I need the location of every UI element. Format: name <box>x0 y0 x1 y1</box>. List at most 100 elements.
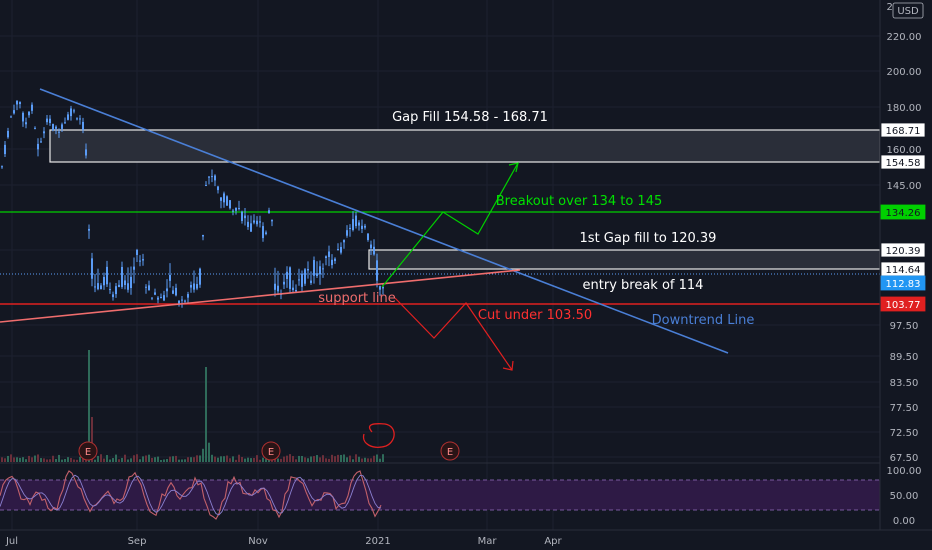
candle-body <box>103 276 105 286</box>
volume-bar <box>283 456 285 462</box>
candle-body <box>196 284 198 289</box>
candle-body <box>4 144 6 155</box>
volume-bar <box>94 459 96 462</box>
volume-bar <box>250 458 252 462</box>
candle-body <box>100 285 102 290</box>
volume-bar <box>115 454 117 462</box>
time-label-mar: Mar <box>478 536 498 547</box>
candle-body <box>310 280 312 283</box>
price-tag: 112.83 <box>880 275 926 291</box>
volume-bar <box>154 457 156 462</box>
candle-body <box>55 126 57 129</box>
candle-body <box>307 268 309 271</box>
price-candles <box>1 100 384 308</box>
volume-bar <box>67 457 69 462</box>
volume-bar <box>358 456 360 462</box>
volume-bar <box>376 454 378 462</box>
volume-bar <box>220 456 222 462</box>
candle-body <box>112 294 114 298</box>
candle-body <box>274 283 276 290</box>
volume-bar <box>133 455 135 462</box>
volume-bar <box>97 455 99 462</box>
earnings-marker-1[interactable]: E <box>78 441 98 461</box>
candle-body <box>136 249 138 255</box>
annotation-breakout: Breakout over 134 to 145 <box>496 194 663 209</box>
volume-bar <box>55 458 57 462</box>
price-axis-tick-label: 77.50 <box>890 403 919 414</box>
currency-button[interactable]: USD <box>892 2 924 19</box>
candle-body <box>202 234 204 237</box>
grid <box>0 0 880 530</box>
candle-body <box>364 225 366 228</box>
volume-bar <box>367 458 369 462</box>
time-label-nov: Nov <box>248 536 268 547</box>
candle-body <box>283 281 285 285</box>
volume-bar <box>121 457 123 462</box>
candle-body <box>142 259 144 261</box>
downtrend-line[interactable] <box>39 88 729 354</box>
candle-body <box>181 299 183 301</box>
candle-body <box>19 102 21 105</box>
price-tag-label: 112.83 <box>886 279 921 290</box>
volume-bar <box>28 455 30 462</box>
candle-body <box>115 286 117 295</box>
earnings-marker-label: E <box>447 447 453 458</box>
candle-body <box>361 225 363 229</box>
volume-bar <box>256 455 258 462</box>
volume-bar <box>355 454 357 462</box>
volume-bar <box>235 459 237 462</box>
candle-body <box>187 294 189 298</box>
candle-body <box>379 286 381 290</box>
candle-body <box>304 269 306 284</box>
price-axis-tick-label: 160.00 <box>887 145 922 156</box>
volume-bar <box>52 455 54 462</box>
breakout-projection-path[interactable] <box>381 162 519 288</box>
volume-bar <box>199 455 201 462</box>
currency-label: USD <box>897 6 919 17</box>
volume-bar <box>289 454 291 462</box>
volume-bar <box>232 456 234 462</box>
volume-bar <box>103 458 105 462</box>
candle-body <box>232 210 234 212</box>
candle-body <box>172 290 174 294</box>
earnings-marker-3[interactable]: E <box>440 441 460 461</box>
volume-bar <box>43 458 45 462</box>
candle-body <box>262 226 264 239</box>
volume-bar <box>136 454 138 462</box>
candle-body <box>7 130 9 138</box>
candle-body <box>241 211 243 222</box>
price-tag-box <box>880 296 926 312</box>
volume-bar <box>61 459 63 462</box>
volume-bar <box>229 458 231 462</box>
volume-bar <box>73 459 75 462</box>
annotation-gap-fill: Gap Fill 154.58 - 168.71 <box>392 110 548 125</box>
candle-body <box>184 300 186 302</box>
volume-bar <box>193 457 195 462</box>
volume-bar <box>313 456 315 462</box>
gap-fill-zone-upper[interactable] <box>49 129 881 163</box>
candle-body <box>193 283 195 290</box>
earnings-marker-2[interactable]: E <box>261 441 281 461</box>
price-tag: 168.71 <box>880 122 926 138</box>
volume-bar <box>91 416 93 462</box>
candle-body <box>31 104 33 111</box>
candle-body <box>331 259 333 266</box>
volume-bar <box>184 459 186 462</box>
volume-bar <box>49 459 51 462</box>
candle-body <box>319 266 321 275</box>
time-axis[interactable] <box>0 530 932 550</box>
breakdown-projection-path[interactable] <box>394 297 513 371</box>
volume-bar <box>274 457 276 462</box>
volume-bar <box>7 455 9 462</box>
candle-body <box>277 285 279 292</box>
earnings-marker-label: E <box>268 447 274 458</box>
volume-bar <box>157 456 159 462</box>
candle-body <box>61 124 63 129</box>
candle-body <box>91 258 93 279</box>
candle-body <box>88 228 90 231</box>
gap-fill-zone-lower[interactable] <box>368 249 881 270</box>
support-line[interactable] <box>0 269 521 323</box>
candle-body <box>382 286 384 289</box>
candle-body <box>58 131 60 133</box>
